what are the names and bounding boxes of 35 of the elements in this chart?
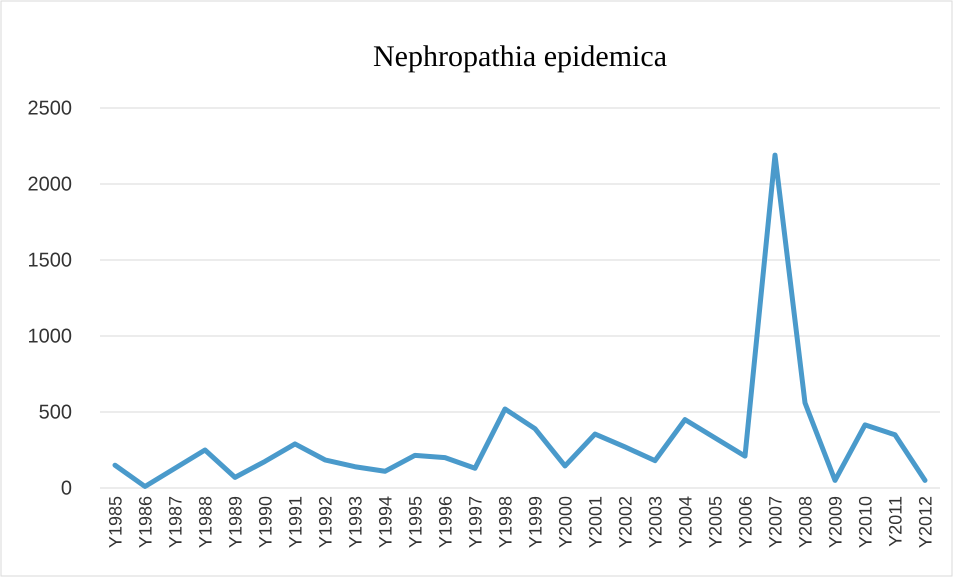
x-tick-label: Y1998	[495, 496, 516, 548]
x-tick-label: Y1987	[165, 496, 186, 548]
x-tick-label: Y1996	[435, 496, 456, 548]
x-tick-label: Y1994	[375, 496, 396, 548]
x-tick-label: Y2000	[555, 496, 576, 548]
x-tick-label: Y1999	[525, 496, 546, 548]
chart-title: Nephropathia epidemica	[372, 40, 668, 73]
x-tick-label: Y1986	[135, 496, 156, 548]
x-tick-label: Y2008	[795, 496, 816, 548]
x-tick-label: Y2005	[705, 496, 726, 548]
x-tick-label: Y1995	[405, 496, 426, 548]
y-tick-label: 1500	[28, 249, 72, 272]
x-tick-label: Y1992	[315, 496, 336, 548]
x-tick-label: Y2007	[765, 496, 786, 548]
x-tick-label: Y1988	[195, 496, 216, 548]
x-tick-label: Y2002	[615, 496, 636, 548]
x-tick-label: Y1990	[255, 496, 276, 548]
y-tick-label: 0	[60, 477, 72, 500]
x-tick-label: Y2010	[855, 496, 876, 548]
y-tick-label: 2500	[28, 97, 72, 120]
x-tick-label: Y2009	[825, 496, 846, 548]
x-tick-label: Y1997	[465, 496, 486, 548]
y-tick-label: 1000	[28, 325, 72, 348]
x-tick-label: Y1991	[285, 496, 306, 548]
x-tick-label: Y2011	[885, 496, 906, 547]
y-tick-label: 500	[38, 401, 72, 424]
x-tick-label: Y2004	[675, 496, 696, 548]
x-tick-label: Y1985	[105, 496, 126, 548]
y-tick-label: 2000	[28, 173, 72, 196]
x-tick-label: Y1993	[345, 496, 366, 548]
x-tick-label: Y2001	[585, 496, 606, 548]
x-tick-label: Y2003	[645, 496, 666, 548]
x-tick-label: Y2012	[915, 496, 936, 548]
x-tick-label: Y1989	[225, 496, 246, 548]
x-tick-label: Y2006	[735, 496, 756, 548]
